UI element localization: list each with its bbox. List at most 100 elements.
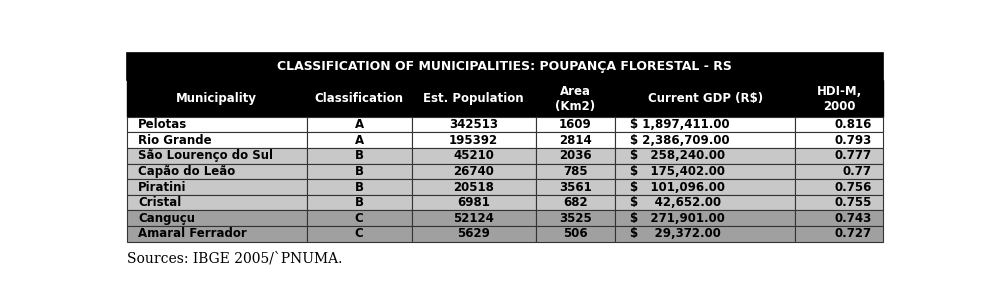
Bar: [307, 211, 412, 226]
Text: 0.755: 0.755: [835, 196, 872, 209]
Text: 5629: 5629: [457, 227, 490, 241]
Bar: [536, 117, 615, 132]
Bar: [127, 117, 307, 132]
Bar: [307, 132, 412, 148]
Bar: [615, 195, 795, 211]
Bar: [127, 53, 883, 80]
Text: Est. Population: Est. Population: [424, 92, 524, 105]
Text: B: B: [355, 181, 364, 194]
Text: 0.793: 0.793: [835, 134, 872, 147]
Bar: [127, 132, 307, 148]
Text: 0.777: 0.777: [835, 149, 872, 162]
Bar: [307, 117, 412, 132]
Text: 2814: 2814: [559, 134, 592, 147]
Bar: [127, 195, 307, 211]
Text: CLASSIFICATION OF MUNICIPALITIES: POUPANÇA FLORESTAL - RS: CLASSIFICATION OF MUNICIPALITIES: POUPAN…: [277, 60, 732, 73]
Bar: [615, 148, 795, 164]
Text: Pelotas: Pelotas: [138, 118, 188, 131]
Bar: [536, 148, 615, 164]
Text: $ 1,897,411.00: $ 1,897,411.00: [630, 118, 729, 131]
Text: $   175,402.00: $ 175,402.00: [630, 165, 725, 178]
Bar: [795, 226, 883, 242]
Bar: [412, 80, 536, 117]
Text: 3525: 3525: [559, 212, 592, 225]
Text: São Lourenço do Sul: São Lourenço do Sul: [138, 149, 273, 162]
Bar: [307, 179, 412, 195]
Bar: [412, 117, 536, 132]
Bar: [536, 226, 615, 242]
Text: Capão do Leão: Capão do Leão: [138, 165, 235, 178]
Bar: [127, 211, 307, 226]
Bar: [615, 80, 795, 117]
Text: B: B: [355, 149, 364, 162]
Text: 342513: 342513: [449, 118, 498, 131]
Text: 0.756: 0.756: [835, 181, 872, 194]
Text: Amaral Ferrador: Amaral Ferrador: [138, 227, 247, 241]
Bar: [412, 211, 536, 226]
Text: $    29,372.00: $ 29,372.00: [630, 227, 722, 241]
Text: $    42,652.00: $ 42,652.00: [630, 196, 722, 209]
Bar: [795, 211, 883, 226]
Bar: [615, 179, 795, 195]
Bar: [127, 179, 307, 195]
Bar: [127, 148, 307, 164]
Bar: [127, 80, 307, 117]
Bar: [795, 164, 883, 179]
Bar: [795, 148, 883, 164]
Bar: [795, 195, 883, 211]
Bar: [795, 179, 883, 195]
Bar: [412, 195, 536, 211]
Text: 3561: 3561: [559, 181, 592, 194]
Bar: [615, 211, 795, 226]
Text: 26740: 26740: [453, 165, 493, 178]
Bar: [307, 148, 412, 164]
Text: Rio Grande: Rio Grande: [138, 134, 211, 147]
Bar: [795, 132, 883, 148]
Bar: [307, 195, 412, 211]
Bar: [127, 226, 307, 242]
Text: Municipality: Municipality: [176, 92, 258, 105]
Bar: [615, 226, 795, 242]
Text: Area
(Km2): Area (Km2): [555, 84, 596, 113]
Text: 0.743: 0.743: [835, 212, 872, 225]
Bar: [795, 117, 883, 132]
Text: 195392: 195392: [449, 134, 498, 147]
Bar: [412, 226, 536, 242]
Bar: [307, 80, 412, 117]
Text: 785: 785: [563, 165, 588, 178]
Text: 20518: 20518: [453, 181, 493, 194]
Text: Cristal: Cristal: [138, 196, 181, 209]
Bar: [536, 80, 615, 117]
Bar: [615, 164, 795, 179]
Text: Piratini: Piratini: [138, 181, 187, 194]
Text: C: C: [355, 212, 364, 225]
Text: B: B: [355, 165, 364, 178]
Text: 0.727: 0.727: [835, 227, 872, 241]
Bar: [412, 148, 536, 164]
Text: C: C: [355, 227, 364, 241]
Text: Canguçu: Canguçu: [138, 212, 195, 225]
Bar: [307, 226, 412, 242]
Text: 6981: 6981: [457, 196, 490, 209]
Bar: [536, 164, 615, 179]
Text: A: A: [355, 118, 364, 131]
Text: 0.77: 0.77: [842, 165, 872, 178]
Bar: [307, 164, 412, 179]
Text: $   258,240.00: $ 258,240.00: [630, 149, 725, 162]
Text: 0.816: 0.816: [835, 118, 872, 131]
Bar: [536, 179, 615, 195]
Bar: [795, 80, 883, 117]
Text: 1609: 1609: [559, 118, 592, 131]
Text: A: A: [355, 134, 364, 147]
Bar: [615, 132, 795, 148]
Text: B: B: [355, 196, 364, 209]
Text: 52124: 52124: [453, 212, 493, 225]
Bar: [412, 179, 536, 195]
Bar: [536, 211, 615, 226]
Bar: [615, 117, 795, 132]
Bar: [536, 195, 615, 211]
Text: $   271,901.00: $ 271,901.00: [630, 212, 725, 225]
Text: 2036: 2036: [559, 149, 592, 162]
Text: Sources: IBGE 2005/`PNUMA.: Sources: IBGE 2005/`PNUMA.: [127, 251, 342, 265]
Text: 45210: 45210: [453, 149, 493, 162]
